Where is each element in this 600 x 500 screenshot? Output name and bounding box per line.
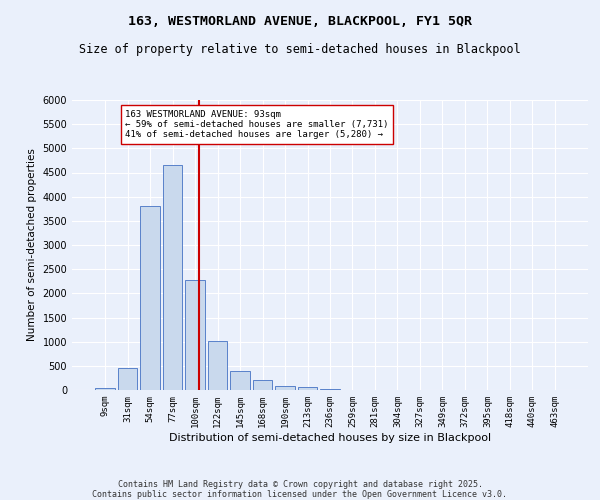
Bar: [320, 388, 340, 390]
Text: Size of property relative to semi-detached houses in Blackpool: Size of property relative to semi-detach…: [79, 42, 521, 56]
Bar: [208, 341, 227, 390]
Bar: [298, 386, 317, 390]
Text: 163, WESTMORLAND AVENUE, BLACKPOOL, FY1 5QR: 163, WESTMORLAND AVENUE, BLACKPOOL, FY1 …: [128, 15, 472, 28]
Bar: [275, 386, 295, 390]
Bar: [185, 280, 205, 390]
Y-axis label: Number of semi-detached properties: Number of semi-detached properties: [27, 148, 37, 342]
Bar: [118, 368, 137, 390]
Text: 163 WESTMORLAND AVENUE: 93sqm
← 59% of semi-detached houses are smaller (7,731)
: 163 WESTMORLAND AVENUE: 93sqm ← 59% of s…: [125, 110, 389, 140]
Bar: [95, 388, 115, 390]
Bar: [140, 206, 160, 390]
Bar: [230, 370, 250, 390]
Bar: [163, 165, 182, 390]
Text: Contains HM Land Registry data © Crown copyright and database right 2025.
Contai: Contains HM Land Registry data © Crown c…: [92, 480, 508, 500]
Bar: [253, 380, 272, 390]
X-axis label: Distribution of semi-detached houses by size in Blackpool: Distribution of semi-detached houses by …: [169, 432, 491, 442]
